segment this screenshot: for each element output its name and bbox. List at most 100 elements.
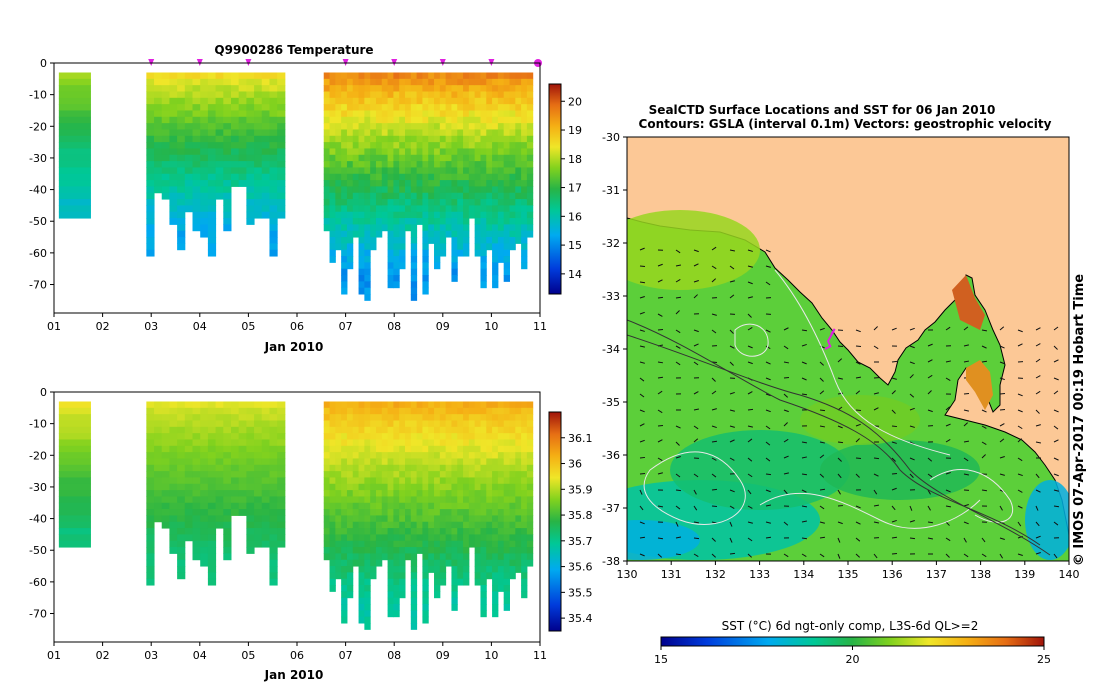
section-cell: [439, 116, 447, 124]
section-cell: [492, 110, 499, 118]
vector-arrow: [675, 536, 682, 539]
vector-arrow: [747, 505, 753, 509]
section-cell: [215, 78, 224, 86]
section-cell: [184, 439, 194, 447]
section-cell: [223, 78, 232, 86]
section-cell: [177, 142, 186, 149]
colorbar-tick-label: 36: [568, 458, 582, 471]
section-cell: [410, 224, 418, 232]
section-cell: [223, 483, 232, 491]
section-cell: [323, 173, 331, 181]
section-cell: [416, 173, 423, 181]
section-cell: [434, 104, 441, 111]
section-cell: [58, 515, 91, 523]
section-cell: [184, 180, 194, 187]
section-cell: [161, 85, 170, 92]
y-tick-label: 0: [40, 57, 47, 70]
section-cell: [370, 521, 377, 529]
section-cell: [323, 72, 331, 80]
section-cell: [154, 445, 163, 453]
section-cell: [387, 91, 394, 99]
section-cell: [521, 515, 528, 523]
section-cell: [269, 490, 278, 497]
section-cell: [352, 205, 360, 213]
section-cell: [246, 104, 255, 111]
colorbar-tick-label: 35.4: [568, 612, 593, 625]
section-cell: [474, 452, 481, 459]
section-cell: [329, 129, 336, 137]
section-cell: [223, 148, 232, 156]
section-cell: [335, 230, 342, 238]
section-cell: [422, 604, 429, 611]
section-cell: [230, 154, 240, 162]
section-cell: [154, 186, 163, 194]
section-cell: [192, 420, 201, 428]
section-cell: [323, 110, 331, 118]
section-cell: [422, 502, 429, 510]
section-cell: [474, 433, 481, 440]
section-cell: [480, 256, 487, 263]
x-tick-label: 04: [193, 320, 207, 333]
x-tick-label: 08: [387, 649, 401, 662]
vector-arrow: [639, 489, 643, 495]
section-cell: [393, 540, 400, 548]
section-cell: [238, 110, 247, 118]
section-cell: [277, 509, 286, 516]
section-cell: [335, 72, 342, 80]
section-cell: [480, 452, 487, 459]
section-cell: [177, 509, 186, 516]
section-cell: [387, 116, 394, 124]
section-cell: [422, 496, 429, 504]
section-cell: [381, 91, 389, 99]
section-cell: [341, 566, 348, 573]
section-cell: [492, 464, 499, 472]
section-cell: [492, 249, 499, 257]
section-cell: [223, 186, 232, 194]
section-cell: [364, 540, 371, 548]
x-tick-label: 11: [533, 649, 547, 662]
section-cell: [169, 477, 178, 485]
section-cell: [503, 572, 510, 580]
section-cell: [352, 167, 360, 175]
section-cell: [474, 116, 481, 124]
section-cell: [405, 426, 412, 434]
section-cell: [451, 224, 458, 232]
section-cell: [238, 420, 247, 428]
section-cell: [399, 566, 406, 573]
section-cell: [521, 483, 528, 491]
section-cell: [358, 483, 365, 491]
y-tick-label: -40: [29, 184, 47, 197]
vector-arrow: [891, 441, 897, 444]
section-cell: [146, 433, 155, 440]
section-cell: [323, 496, 331, 504]
vector-arrow: [693, 391, 699, 395]
section-cell: [269, 243, 278, 251]
section-cell: [503, 180, 510, 187]
section-cell: [200, 464, 209, 472]
vector-arrow: [891, 360, 898, 363]
section-cell: [146, 534, 155, 542]
section-cell: [223, 91, 232, 99]
section-cell: [451, 471, 458, 478]
section-cell: [223, 224, 232, 232]
section-cell: [364, 85, 371, 92]
section-cell: [463, 496, 470, 504]
section-cell: [177, 528, 186, 535]
section-cell: [422, 173, 429, 181]
section-cell: [254, 502, 263, 510]
section-cell: [521, 420, 528, 428]
section-cell: [387, 458, 394, 466]
section-cell: [207, 249, 217, 257]
section-cell: [341, 167, 348, 175]
section-cell: [428, 553, 435, 561]
vector-arrow: [639, 361, 645, 364]
section-cell: [335, 490, 342, 497]
section-cell: [468, 85, 476, 92]
section-cell: [323, 407, 331, 415]
section-cell: [154, 420, 163, 428]
section-cell: [375, 230, 383, 238]
section-cell: [503, 521, 510, 529]
section-cell: [177, 458, 186, 466]
section-cell: [434, 135, 441, 143]
section-cell: [393, 502, 400, 510]
